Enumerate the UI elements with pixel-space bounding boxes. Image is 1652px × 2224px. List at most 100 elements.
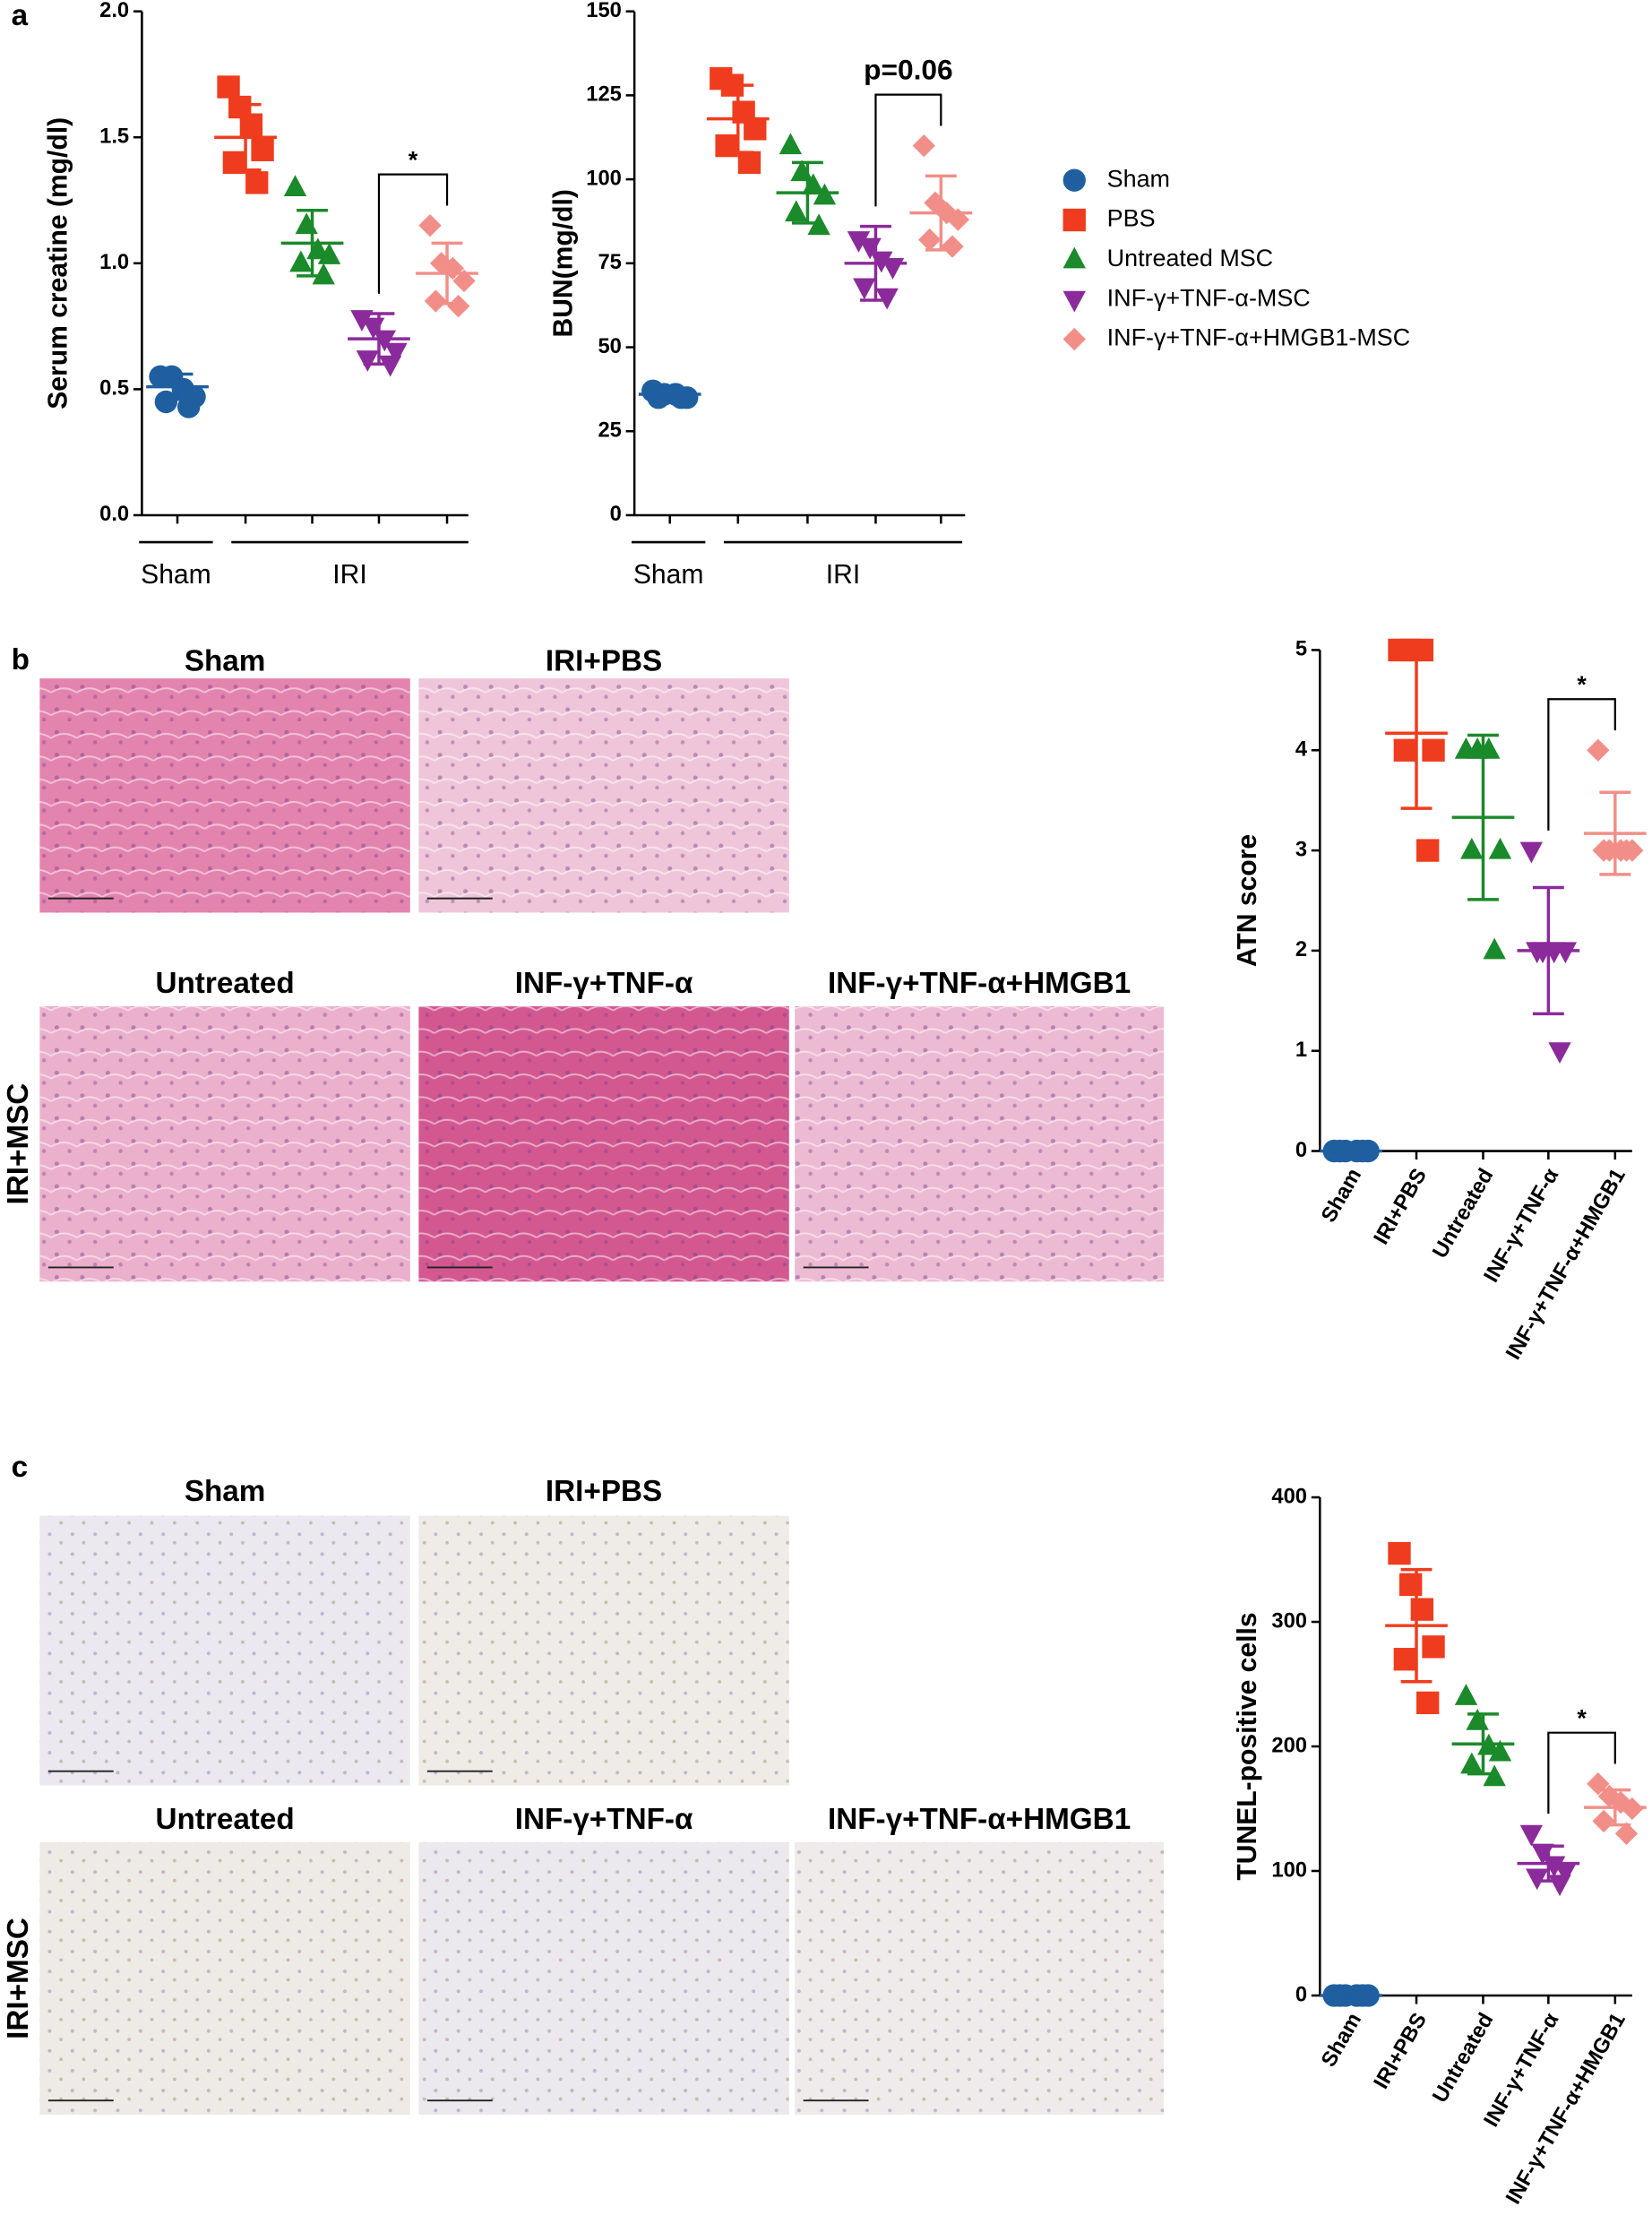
micrograph-title: IRI+PBS xyxy=(546,644,662,677)
micrograph-title: IRI+PBS xyxy=(546,1475,662,1508)
point xyxy=(350,310,374,332)
group-label: Sham xyxy=(633,560,704,590)
group-label: IRI xyxy=(332,560,366,590)
point xyxy=(1553,1862,1578,1884)
point xyxy=(384,342,408,365)
point xyxy=(245,171,269,194)
y-tick-label: 0 xyxy=(1295,1982,1307,2006)
point xyxy=(1422,1635,1445,1659)
point xyxy=(1592,1809,1615,1833)
micrograph-title: Untreated xyxy=(155,1803,294,1836)
point xyxy=(847,231,871,253)
micrograph-texture xyxy=(39,678,410,913)
point xyxy=(1592,839,1615,862)
micrograph-texture xyxy=(418,1005,789,1282)
point xyxy=(283,175,307,196)
point xyxy=(1460,837,1484,859)
x-tick-label: INF-γ+TNF-α+HMGB1 xyxy=(1501,2009,1630,2209)
micrograph-texture xyxy=(418,678,789,913)
point xyxy=(1519,1824,1544,1847)
micrograph-title: INF-γ+TNF-α xyxy=(515,967,693,1000)
significance-label: * xyxy=(409,146,418,173)
point xyxy=(917,228,942,252)
point xyxy=(1553,942,1578,964)
group-label: Sham xyxy=(141,560,211,590)
point xyxy=(317,243,341,264)
point xyxy=(154,390,178,414)
x-tick-label: INF-γ+TNF-α+HMGB1 xyxy=(1501,1164,1630,1364)
y-axis-label: ATN score xyxy=(1233,834,1262,967)
x-tick-label: IRI+PBS xyxy=(1369,1164,1432,1248)
legend-label: PBS xyxy=(1107,205,1156,232)
point xyxy=(356,350,379,372)
point xyxy=(312,263,335,285)
point xyxy=(1393,738,1417,762)
legend-label: Untreated MSC xyxy=(1107,245,1273,272)
micrograph-texture xyxy=(418,1841,789,2116)
x-tick-label: Sham xyxy=(1316,1164,1366,1227)
point xyxy=(217,75,240,99)
y-tick-label: 0 xyxy=(610,502,622,526)
point xyxy=(295,212,318,235)
point xyxy=(1460,1752,1484,1774)
row-label: IRI+MSC xyxy=(2,1918,35,2039)
point xyxy=(418,213,442,237)
y-tick-label: 1 xyxy=(1295,1038,1307,1062)
micrograph-texture xyxy=(39,1515,410,1786)
legend-label: Sham xyxy=(1107,165,1170,192)
y-axis-label: Serum creatine (mg/dl) xyxy=(43,117,73,409)
point xyxy=(1483,1764,1506,1787)
point xyxy=(1483,937,1506,960)
micrograph-texture xyxy=(795,1841,1165,2116)
y-axis-label: TUNEL-positive cells xyxy=(1233,1612,1262,1880)
y-tick-label: 200 xyxy=(1271,1733,1307,1757)
point xyxy=(912,134,935,158)
y-tick-label: 150 xyxy=(586,0,622,22)
panel-letter: c xyxy=(12,1451,29,1484)
group-label: IRI xyxy=(826,560,860,590)
micrograph-title: INF-γ+TNF-α+HMGB1 xyxy=(828,967,1131,1000)
y-tick-label: 0.5 xyxy=(99,376,129,401)
point xyxy=(1410,1598,1434,1621)
point xyxy=(785,200,808,222)
point xyxy=(1587,738,1610,762)
point xyxy=(1063,246,1086,269)
x-tick-label: Untreated xyxy=(1428,1164,1499,1262)
x-tick-label: Sham xyxy=(1316,2009,1366,2072)
point xyxy=(447,294,470,318)
micrograph-title: Sham xyxy=(185,644,266,677)
y-tick-label: 75 xyxy=(598,250,621,274)
y-axis-label: BUN(mg/dl) xyxy=(548,189,578,337)
y-tick-label: 400 xyxy=(1271,1484,1307,1508)
point xyxy=(239,113,263,136)
point xyxy=(941,235,964,258)
point xyxy=(1422,738,1445,762)
significance-bracket xyxy=(874,93,942,207)
point xyxy=(1063,290,1086,313)
y-tick-label: 5 xyxy=(1295,637,1307,661)
y-tick-label: 2 xyxy=(1295,937,1307,961)
point xyxy=(881,258,905,280)
point xyxy=(177,395,201,418)
y-tick-label: 1.0 xyxy=(99,250,129,274)
point xyxy=(1488,1739,1512,1762)
point xyxy=(853,278,876,300)
y-tick-label: 125 xyxy=(586,82,622,107)
micrograph-title: Sham xyxy=(185,1475,266,1508)
micrograph-title: INF-γ+TNF-α+HMGB1 xyxy=(828,1803,1131,1836)
point xyxy=(251,138,274,161)
significance-bracket xyxy=(1547,1731,1616,1815)
point xyxy=(737,151,761,175)
point xyxy=(1488,837,1512,859)
point xyxy=(1388,1541,1411,1565)
point xyxy=(1399,1573,1423,1596)
point xyxy=(1063,168,1086,192)
point xyxy=(1526,942,1549,964)
point xyxy=(378,355,402,377)
y-tick-label: 2.0 xyxy=(99,0,129,22)
y-tick-label: 1.5 xyxy=(99,125,129,149)
y-tick-label: 300 xyxy=(1271,1608,1307,1633)
point xyxy=(779,133,803,155)
